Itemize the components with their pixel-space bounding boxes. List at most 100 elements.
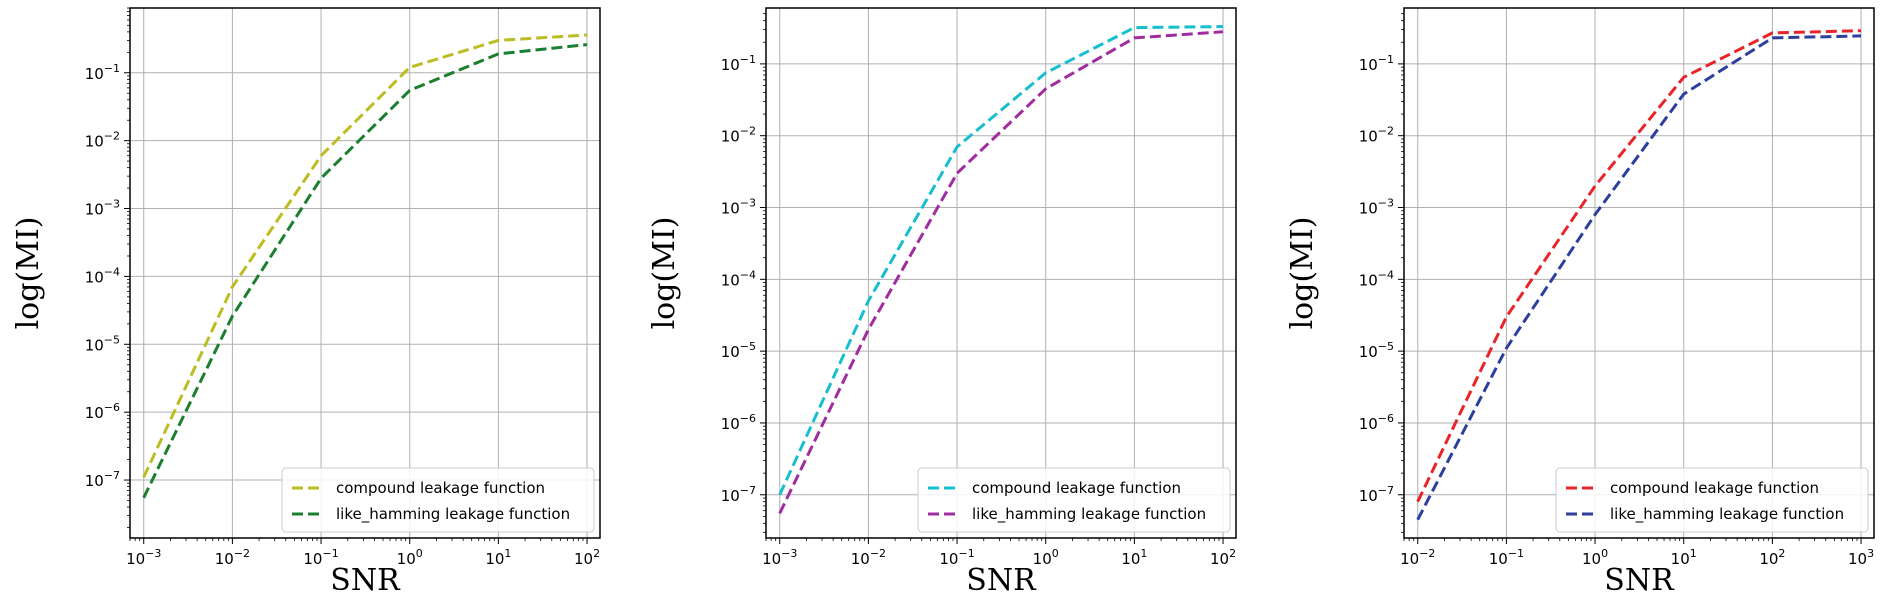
y-tick-label: 10−3 [85,198,120,219]
x-tick-label: 10−2 [851,547,886,568]
x-tick-label: 10−1 [939,547,974,568]
data-point [1045,88,1047,90]
x-tick-label: 10−2 [215,547,250,568]
legend-label: like_hamming leakage function [1610,505,1844,524]
data-point [1417,518,1419,520]
y-axis-title: log(MI) [11,217,46,330]
data-point [1594,185,1596,187]
data-point [779,494,781,496]
y-axis-title: log(MI) [1285,217,1320,330]
data-point [867,328,869,330]
series-line-2 [1416,34,1862,521]
legend-label: like_hamming leakage function [972,505,1206,524]
x-tick-label: 10−2 [1400,547,1435,568]
x-tick-label: 101 [1671,547,1697,568]
data-point [1860,29,1862,31]
plot-frame [1403,7,1875,539]
x-tick-label: 100 [397,547,423,568]
x-tick-label: 100 [1033,547,1059,568]
legend-box [281,467,595,533]
data-point [586,43,588,45]
y-tick-label: 10−6 [721,412,756,433]
x-tick-label: 103 [1848,547,1874,568]
chart-panel-1: 10−3 10−2 10−1 100 101 102 10−7 10−6 10−5 10−4 10−… [11,7,601,598]
x-tick-label: 10−3 [126,547,161,568]
y-axis-title: log(MI) [647,217,682,330]
legend: compound leakage function like_hamming le… [281,467,595,533]
data-point [956,146,958,148]
data-point [1505,316,1507,318]
data-point [1771,32,1773,34]
legend-label: compound leakage function [1610,479,1819,497]
data-point [1860,35,1862,37]
y-tick-label: 10−5 [85,333,120,354]
y-tick-label: 10−6 [85,401,120,422]
y-tick-label: 10−2 [85,130,120,151]
legend-box [1555,467,1869,533]
series-line-1 [142,33,588,478]
data-point [1771,37,1773,39]
x-tick-label: 100 [1582,547,1608,568]
data-point [409,89,411,91]
x-tick-label: 10−1 [1489,547,1524,568]
legend-label: compound leakage function [336,479,545,497]
data-point [867,300,869,302]
legend: compound leakage function like_hamming le… [917,467,1231,533]
y-tick-label: 10−7 [85,469,120,490]
data-point [1133,37,1135,39]
y-tick-label: 10−1 [721,53,756,74]
x-tick-label: 10−3 [762,547,797,568]
y-tick-label: 10−7 [1359,484,1394,505]
data-point [779,512,781,514]
data-point [409,66,411,68]
data-point [231,286,233,288]
series-line-2 [142,43,588,499]
y-tick-label: 10−4 [1359,268,1394,289]
y-tick-label: 10−4 [721,268,756,289]
x-tick-label: 10−1 [303,547,338,568]
legend: compound leakage function like_hamming le… [1555,467,1869,533]
series-line-1 [1416,29,1862,503]
chart-panel-2: 10−3 10−2 10−1 100 101 102 10−7 10−6 10−5 10−4 10−… [647,7,1237,598]
data-point [320,177,322,179]
data-point [231,315,233,317]
legend-label: compound leakage function [972,479,1181,497]
x-tick-label: 102 [1210,547,1236,568]
y-tick-label: 10−7 [721,484,756,505]
data-point [1505,347,1507,349]
y-tick-label: 10−5 [721,340,756,361]
data-point [1222,31,1224,33]
x-axis-title: SNR [966,563,1037,598]
data-point [320,155,322,157]
data-point [1133,26,1135,28]
x-tick-label: 101 [485,547,511,568]
y-tick-label: 10−1 [1359,53,1394,74]
data-point [497,39,499,41]
legend-label: like_hamming leakage function [336,505,570,524]
x-tick-label: 101 [1121,547,1147,568]
y-tick-label: 10−4 [85,265,120,286]
legend-box [917,467,1231,533]
data-point [1683,76,1685,78]
data-point [1594,213,1596,215]
data-point [143,496,145,498]
x-axis-title: SNR [1604,563,1675,598]
y-tick-label: 10−3 [1359,197,1394,218]
y-tick-label: 10−1 [85,62,120,83]
data-point [1683,93,1685,95]
data-point [143,476,145,478]
chart-panel-3: 10−2 10−1 100 101 102 103 10−7 10−6 10−5 10−4 10−3… [1285,7,1875,598]
y-tick-label: 10−2 [1359,125,1394,146]
x-axis-title: SNR [330,563,401,598]
x-tick-label: 102 [1759,547,1785,568]
data-point [586,34,588,36]
x-tick-label: 102 [574,547,600,568]
data-point [1417,501,1419,503]
series-line-2 [778,30,1224,515]
data-point [1045,72,1047,74]
series-line-1 [778,25,1224,496]
plot-frame [765,7,1237,539]
data-point [956,172,958,174]
y-tick-label: 10−2 [721,125,756,146]
